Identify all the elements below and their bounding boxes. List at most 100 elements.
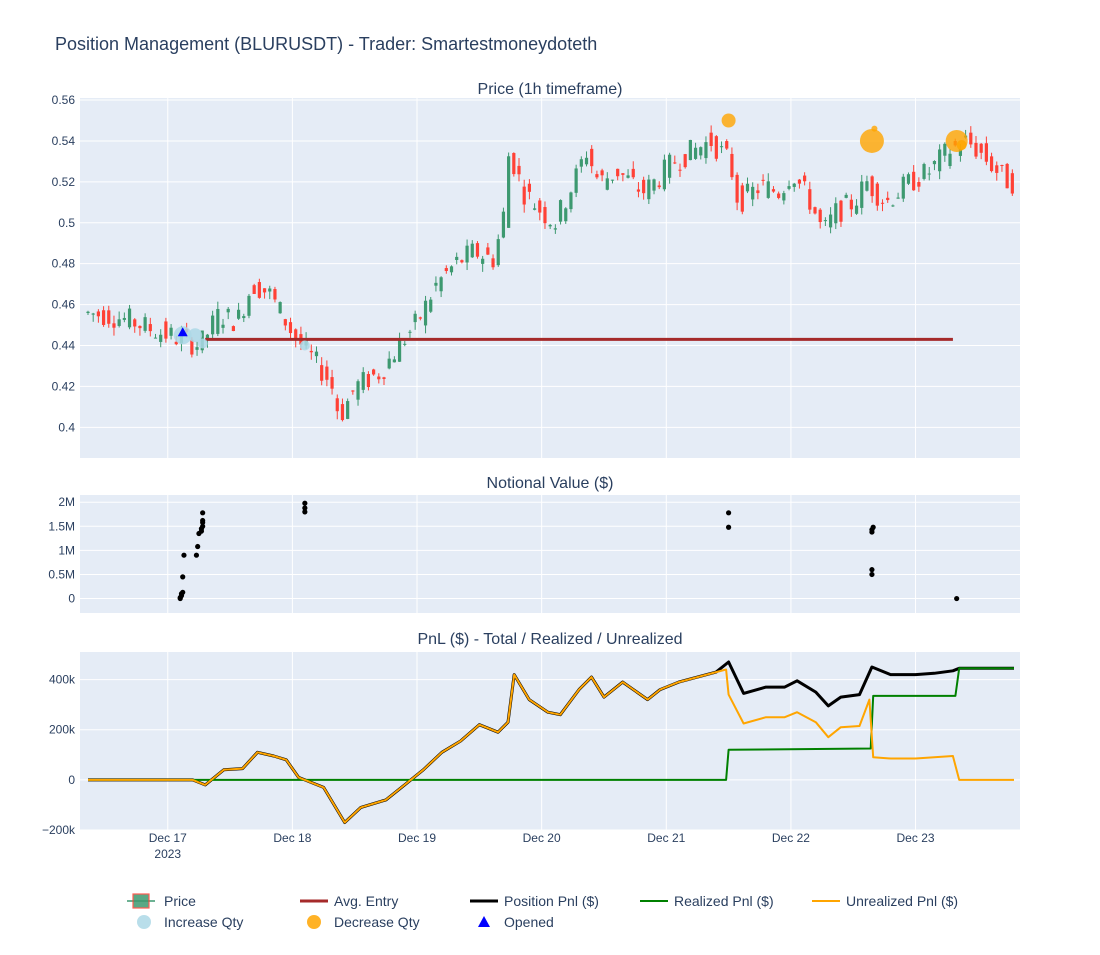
candle-body xyxy=(491,258,495,268)
candle-body xyxy=(351,390,355,392)
candle-body xyxy=(455,256,459,260)
candle-body xyxy=(101,310,106,325)
y-tick-label: 1M xyxy=(58,543,75,557)
candle-body xyxy=(844,194,848,198)
candle-body xyxy=(886,197,890,201)
candle-body xyxy=(205,334,210,340)
notional-point xyxy=(725,524,732,530)
candle-body xyxy=(382,377,386,379)
candle-body xyxy=(730,153,734,178)
circle-icon xyxy=(137,915,151,929)
candle-body xyxy=(865,181,869,191)
candle-body xyxy=(803,175,807,182)
candle-body xyxy=(839,200,843,222)
legend-item-price: Price xyxy=(127,893,196,909)
notional-point xyxy=(195,543,201,550)
candle-body xyxy=(107,310,111,324)
candle-body xyxy=(714,136,718,159)
notional-y-ticks: 0 0.5M 1M 1.5M 2M xyxy=(48,495,75,605)
candle-body xyxy=(818,209,822,223)
realized-pnl-line xyxy=(88,667,1014,781)
candle-body xyxy=(564,208,568,222)
triangle-icon xyxy=(478,916,490,927)
candle-body xyxy=(704,142,708,159)
candle-body xyxy=(922,164,926,179)
candle-body xyxy=(465,245,469,263)
notional-point xyxy=(200,510,206,516)
notional-point xyxy=(869,571,875,578)
candle-body xyxy=(377,376,381,380)
candle-body xyxy=(605,178,609,190)
y-tick-label: 0 xyxy=(68,773,75,787)
candle-body xyxy=(96,311,100,317)
candle-body xyxy=(340,404,345,421)
candle-body xyxy=(616,168,620,177)
decrease-qty-marker xyxy=(871,125,878,132)
legend-label: Avg. Entry xyxy=(334,893,398,909)
candle-body xyxy=(574,168,578,193)
legend-item-realized-pnl: Realized Pnl ($) xyxy=(640,893,774,909)
y-tick-label: 1.5M xyxy=(48,519,75,533)
candle-body xyxy=(688,139,692,161)
candle-body xyxy=(418,317,422,319)
candle-body xyxy=(751,186,755,200)
legend-label: Price xyxy=(164,893,196,909)
candle-body xyxy=(470,243,474,258)
candle-body xyxy=(647,179,651,200)
candle-body xyxy=(673,162,677,164)
candle-body xyxy=(247,295,251,316)
legend: Price Avg. Entry Position Pnl ($) Realized … xyxy=(127,893,958,930)
pnl-y-ticks: −200k 0 200k 400k xyxy=(42,673,76,837)
x-tick-label: Dec 20 xyxy=(523,831,561,845)
notional-point xyxy=(200,523,206,529)
decrease-qty-marker xyxy=(721,113,736,128)
candle-body xyxy=(288,322,293,334)
candle-body xyxy=(1005,163,1009,189)
candle-body xyxy=(725,141,729,149)
notional-point xyxy=(954,595,960,602)
candle-body xyxy=(268,288,272,292)
decrease-qty-marker xyxy=(859,128,884,153)
candle-body xyxy=(517,165,521,175)
page-title: Position Management (BLURUSDT) - Trader:… xyxy=(55,34,597,54)
candle-body xyxy=(558,200,563,222)
candle-body xyxy=(932,161,937,165)
notional-points xyxy=(177,500,960,602)
legend-label: Unrealized Pnl ($) xyxy=(846,893,958,909)
candle-body xyxy=(600,170,604,176)
candle-body xyxy=(527,183,531,192)
candle-body xyxy=(579,159,583,167)
notional-point xyxy=(193,552,200,558)
candle-body xyxy=(979,143,983,153)
legend-item-increase-qty: Increase Qty xyxy=(137,914,243,930)
notional-point xyxy=(725,510,732,516)
legend-label: Opened xyxy=(504,914,554,930)
pnl-panel-title: PnL ($) - Total / Realized / Unrealized xyxy=(417,631,682,648)
candle-body xyxy=(771,189,776,192)
candle-body xyxy=(262,288,267,293)
notional-point xyxy=(302,500,308,506)
candlestick-icon xyxy=(132,893,150,909)
candle-body xyxy=(501,211,506,238)
y-tick-label: 0.42 xyxy=(52,379,76,393)
y-tick-label: 2M xyxy=(58,495,75,509)
candle-body xyxy=(335,398,339,412)
candle-body xyxy=(621,173,625,175)
candle-body xyxy=(413,313,417,323)
notional-panel: Notional Value ($) 0 0.5M 1M 1.5M 2M xyxy=(48,475,1020,613)
y-tick-label: 0.5M xyxy=(48,567,75,581)
candle-body xyxy=(444,268,448,272)
price-y-ticks: 0.4 0.42 0.44 0.46 0.48 0.5 0.52 0.54 0.56 xyxy=(52,93,76,434)
candle-body xyxy=(631,168,635,178)
candle-body xyxy=(169,327,173,336)
candle-body xyxy=(938,149,942,172)
notional-point xyxy=(870,524,876,530)
increase-qty-marker xyxy=(188,328,203,343)
x-tick-label: Dec 21 xyxy=(647,831,685,845)
candle-body xyxy=(766,181,770,198)
candle-body xyxy=(122,317,126,320)
notional-gridlines xyxy=(80,495,1020,613)
candle-body xyxy=(216,308,220,334)
candle-body xyxy=(880,202,885,204)
candle-body xyxy=(906,174,911,184)
